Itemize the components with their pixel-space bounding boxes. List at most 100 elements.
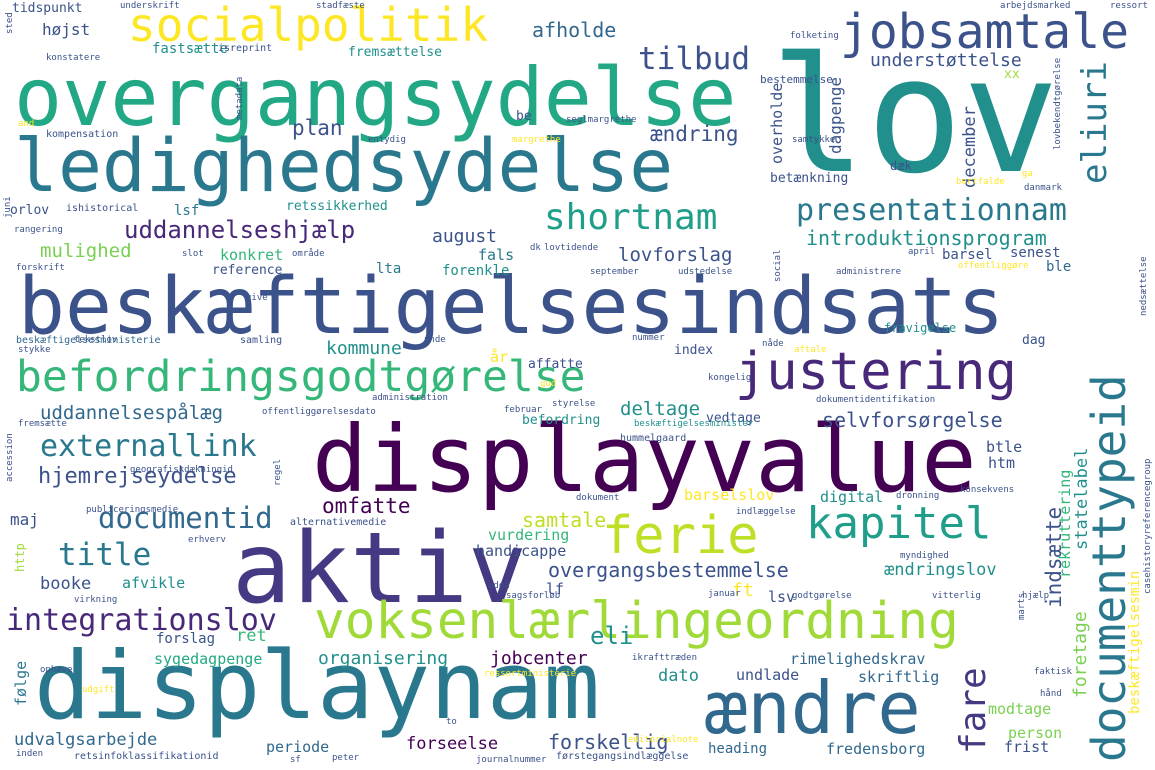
word-to: to [446,717,457,727]
word-give: give [246,293,268,303]
word-befordringsgodtgoerelse: befordringsgodtgørelse [16,352,586,402]
word-htm: htm [988,454,1016,472]
word-rekruttering: rekruttering [1056,469,1074,578]
word-bortfalde: bortfalde [956,177,1005,187]
word-fare: fare [953,667,994,754]
word-tidspunkt: tidspunkt [12,1,83,16]
word-ikrafttraeden: ikrafttræden [632,653,698,663]
word-omraade: område [292,249,325,259]
word-naade: nåde [762,339,784,349]
word-rangering: rangering [14,225,63,235]
word-lf: lf [546,580,565,598]
word-nummer: nummer [632,333,665,343]
word-casehistoryreferencegroup: casehistoryreferencegroup [1143,458,1153,594]
word-ressort: ressort [1110,1,1148,11]
word-voksenlaerlingeordning: voksenlærlingeordning [314,592,959,651]
word-vurdering: vurdering [488,526,570,544]
word-seglmargrethe: seglmargrethe [566,115,637,125]
word-daek: dæk [890,159,912,173]
word-dokumentidentifikation: dokumentidentifikation [816,395,936,405]
word-overgangsbestemmelse: overgangsbestemmelse [548,558,789,582]
word-externallink: externallink [40,429,257,464]
word-fals: fals [478,246,515,264]
word-sf: sf [290,755,301,765]
word-april: april [908,247,936,257]
word-haand: hånd [1040,689,1062,699]
word-skriftlig: skriftlig [858,668,940,686]
word-margrethe: margrethe [512,135,561,145]
word-shortnam: shortnam [544,197,718,238]
word-ferie: ferie [602,506,759,566]
word-beskaeftigelsesindsats: beskæftigelsesindsats [18,262,1005,352]
word-befordring: befordring [522,413,601,428]
word-aar: år [490,348,509,366]
word-plan: plan [292,116,343,140]
word-beskaeftigelsesminister: beskæftigelsesminister [634,419,754,429]
word-periode: periode [266,738,330,756]
word-integrationslov: integrationslov [6,603,277,638]
word-januar: januar [708,589,741,599]
word-hummelgaard: hummelgaard [620,433,687,444]
word-forslag: forslag [156,631,216,647]
word-forskellig: forskellig [548,730,669,754]
word-forenkle: forenkle [442,263,510,279]
word-udvalgsarbejde: udvalgsarbejde [14,730,158,750]
word-lov: lov [770,22,1059,209]
word-foelge: følge [12,660,30,706]
word-lsv: lsv [768,588,796,606]
word-unde: unde [424,335,446,345]
word-samtykke: samtykke [792,135,836,145]
word-geografiskdaekningid: geografiskdækningid [130,465,233,475]
word-februar: februar [504,405,542,415]
word-eliuri: eliuri [1075,61,1115,184]
word-tilbud: tilbud [638,41,750,77]
word-aendringslov: ændringslov [884,560,997,580]
word-folketing: folketing [790,31,839,41]
word-september: september [590,267,639,277]
word-kapitel: kapitel [806,498,992,549]
word-ble: ble [1046,259,1072,275]
word-metadata: metadata [235,76,245,120]
word-styrelse: styrelse [552,399,596,409]
word-offentliggoere: offentliggøre [958,261,1029,271]
word-konkret: konkret [220,246,284,264]
word-indlaeggelse: indlæggelse [736,507,796,517]
word-udstedelse: udstedelse [678,267,733,277]
word-ga: ga [1022,169,1033,179]
word-affatte: affatte [528,357,583,372]
word-nedsaettelse: nedsættelse [1139,256,1149,316]
word-introduktionsprogram: introduktionsprogram [806,226,1047,250]
word-bestemmelse: bestemmelse [760,73,833,86]
word-gud: gud [540,379,557,389]
word-editorialnote: editorialnote [628,735,699,745]
word-hjemrejseydelse: hjemrejseydelse [38,464,237,489]
word-lovforslag: lovforslag [618,244,733,266]
word-fastsaette: fastsætte [152,41,228,57]
word-hjaelp: hjælp [1022,591,1050,601]
word-stykke: stykke [18,345,51,355]
word-dk: dk [530,243,541,253]
word-omfatte: omfatte [322,494,411,518]
word-uddannelseshjaelp: uddannelseshjælp [124,216,356,244]
word-retsinfoklassifikationid: retsinfoklassifikationid [74,751,219,762]
word-udgaa: udgå [488,581,510,591]
word-selvforsoergelse: selvforsørgelse [822,408,1003,432]
word-journalnummer: journalnummer [476,755,547,765]
word-jobcenter: jobcenter [490,648,588,669]
word-presentationnam: presentationnam [796,193,1067,228]
word-justering: justering [735,342,1017,402]
word-organisering: organisering [318,648,449,669]
word-tekstlov: tekstlov [74,335,118,345]
word-displaynam: displaynam [34,632,600,741]
word-lta: lta [376,261,402,277]
word-hoejst: højst [42,20,91,39]
word-slot: slot [182,249,204,259]
word-statelabel: statelabel [1072,447,1092,550]
word-mulighed: mulighed [40,240,132,262]
word-ledighedsydelse: ledighedsydelse [14,124,674,209]
word-dokument: dokument [576,493,620,503]
word-regel: regel [273,458,283,486]
word-stadfaeste: stadfæste [316,1,365,11]
word-beskaeftigelsesministerie: beskæftigelsesministerie [16,335,161,346]
word-beskaeftigelsesmin: beskæftigelsesmin [1127,570,1143,714]
